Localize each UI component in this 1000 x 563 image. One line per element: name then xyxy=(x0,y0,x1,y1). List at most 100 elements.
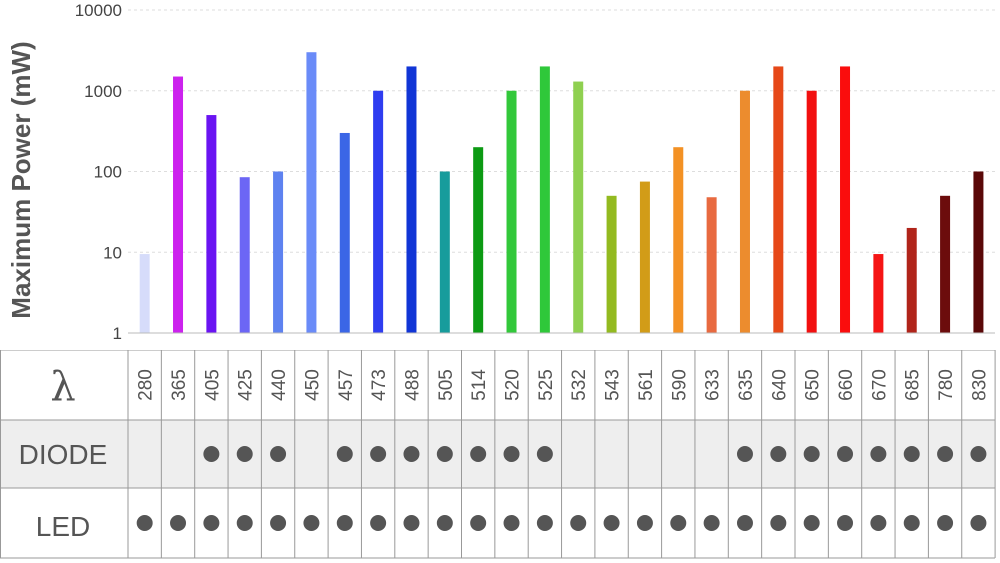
wavelength-660: 660 xyxy=(836,369,857,401)
diode-dot-514 xyxy=(470,446,487,462)
wavelength-633: 633 xyxy=(703,369,724,401)
diode-dot-670 xyxy=(870,446,887,462)
bar-640 xyxy=(773,66,784,333)
wavelength-640: 640 xyxy=(769,369,790,401)
bar-685 xyxy=(906,227,917,333)
wavelength-450: 450 xyxy=(302,369,323,401)
diode-dot-425 xyxy=(236,446,253,462)
wavelength-670: 670 xyxy=(869,369,890,401)
led-dot-365 xyxy=(170,515,187,531)
wavelength-457: 457 xyxy=(336,369,357,401)
table-grid xyxy=(0,350,996,559)
diode-dot-473 xyxy=(370,446,387,462)
wavelength-labels: 280 365 405 425 440 450 457 473 488 505 514 520 525 5… xyxy=(136,369,991,401)
led-dot-514 xyxy=(470,515,487,531)
led-dot-543 xyxy=(603,515,620,531)
diode-dot-440 xyxy=(270,446,287,462)
led-dot-473 xyxy=(370,515,387,531)
led-dot-457 xyxy=(336,515,353,531)
row-label-led: LED xyxy=(36,511,90,542)
wavelength-440: 440 xyxy=(269,369,290,401)
diode-dot-685 xyxy=(903,446,920,462)
led-dot-450 xyxy=(303,515,320,531)
bar-488 xyxy=(406,66,417,333)
y-tick-labels: 1 10 100 1000 10000 xyxy=(75,1,122,343)
led-dot-520 xyxy=(503,515,520,531)
wavelength-780: 780 xyxy=(936,369,957,401)
led-dot-440 xyxy=(270,515,287,531)
led-dot-532 xyxy=(570,515,587,531)
bar-505 xyxy=(439,171,450,333)
diode-dot-520 xyxy=(503,446,520,462)
bar-405 xyxy=(206,115,217,334)
bar-425 xyxy=(239,177,250,333)
wavelength-650: 650 xyxy=(803,369,824,401)
bar-660 xyxy=(840,66,851,333)
wavelength-425: 425 xyxy=(236,369,257,401)
power-chart: Maximum Power (mW) 1 10 100 1000 10000 xyxy=(6,1,995,343)
led-dot-488 xyxy=(403,515,420,531)
bar-514 xyxy=(473,147,484,333)
led-dot-505 xyxy=(436,515,453,531)
wavelength-488: 488 xyxy=(402,369,423,401)
diode-row-background xyxy=(0,420,995,488)
bar-450 xyxy=(306,52,317,333)
bar-473 xyxy=(373,90,384,333)
diode-dot-457 xyxy=(336,446,353,462)
wavelength-365: 365 xyxy=(169,369,190,401)
led-dot-660 xyxy=(837,515,854,531)
led-dot-640 xyxy=(770,515,787,531)
bar-280 xyxy=(139,254,150,333)
led-dot-590 xyxy=(670,515,687,531)
diode-dot-505 xyxy=(436,446,453,462)
led-dot-561 xyxy=(636,515,653,531)
led-dot-685 xyxy=(903,515,920,531)
wavelength-405: 405 xyxy=(202,369,223,401)
bars xyxy=(139,52,984,334)
bar-780 xyxy=(940,195,951,333)
bar-440 xyxy=(273,171,284,333)
wavelength-830: 830 xyxy=(969,369,990,401)
wavelength-532: 532 xyxy=(569,369,590,401)
wavelength-685: 685 xyxy=(903,369,924,401)
lambda-symbol: λ xyxy=(50,364,75,410)
led-dot-280 xyxy=(136,515,153,531)
bar-830 xyxy=(973,171,984,333)
diode-dot-640 xyxy=(770,446,787,462)
led-dot-650 xyxy=(803,515,820,531)
grid-lines xyxy=(128,9,995,253)
diode-dot-488 xyxy=(403,446,420,462)
y-tick-label: 10 xyxy=(103,243,122,262)
wavelength-280: 280 xyxy=(136,369,157,401)
led-dot-830 xyxy=(970,515,987,531)
availability-dots xyxy=(136,446,987,531)
led-dot-425 xyxy=(236,515,253,531)
bar-520 xyxy=(506,90,517,333)
wavelength-473: 473 xyxy=(369,369,390,401)
diode-dot-650 xyxy=(803,446,820,462)
y-tick-label: 100 xyxy=(94,163,122,182)
wavelength-635: 635 xyxy=(736,369,757,401)
wavelength-543: 543 xyxy=(603,369,624,401)
wavelength-561: 561 xyxy=(636,369,657,401)
bar-633 xyxy=(706,197,717,333)
wavelength-520: 520 xyxy=(503,369,524,401)
bar-525 xyxy=(539,66,550,333)
bar-365 xyxy=(173,76,184,333)
diode-dot-830 xyxy=(970,446,987,462)
availability-table: λ DIODE LED 280 365 405 425 440 450 457 473 488 5… xyxy=(0,350,996,559)
y-tick-label: 1000 xyxy=(84,82,122,101)
led-dot-780 xyxy=(937,515,954,531)
bar-635 xyxy=(739,90,750,333)
wavelength-514: 514 xyxy=(469,369,490,401)
bar-532 xyxy=(573,81,584,333)
diode-dot-525 xyxy=(536,446,553,462)
diode-dot-405 xyxy=(203,446,220,462)
led-dot-525 xyxy=(536,515,553,531)
led-dot-670 xyxy=(870,515,887,531)
bar-590 xyxy=(673,147,684,333)
wavelength-525: 525 xyxy=(536,369,557,401)
diode-dot-635 xyxy=(736,446,753,462)
wavelength-590: 590 xyxy=(669,369,690,401)
bar-670 xyxy=(873,254,884,333)
